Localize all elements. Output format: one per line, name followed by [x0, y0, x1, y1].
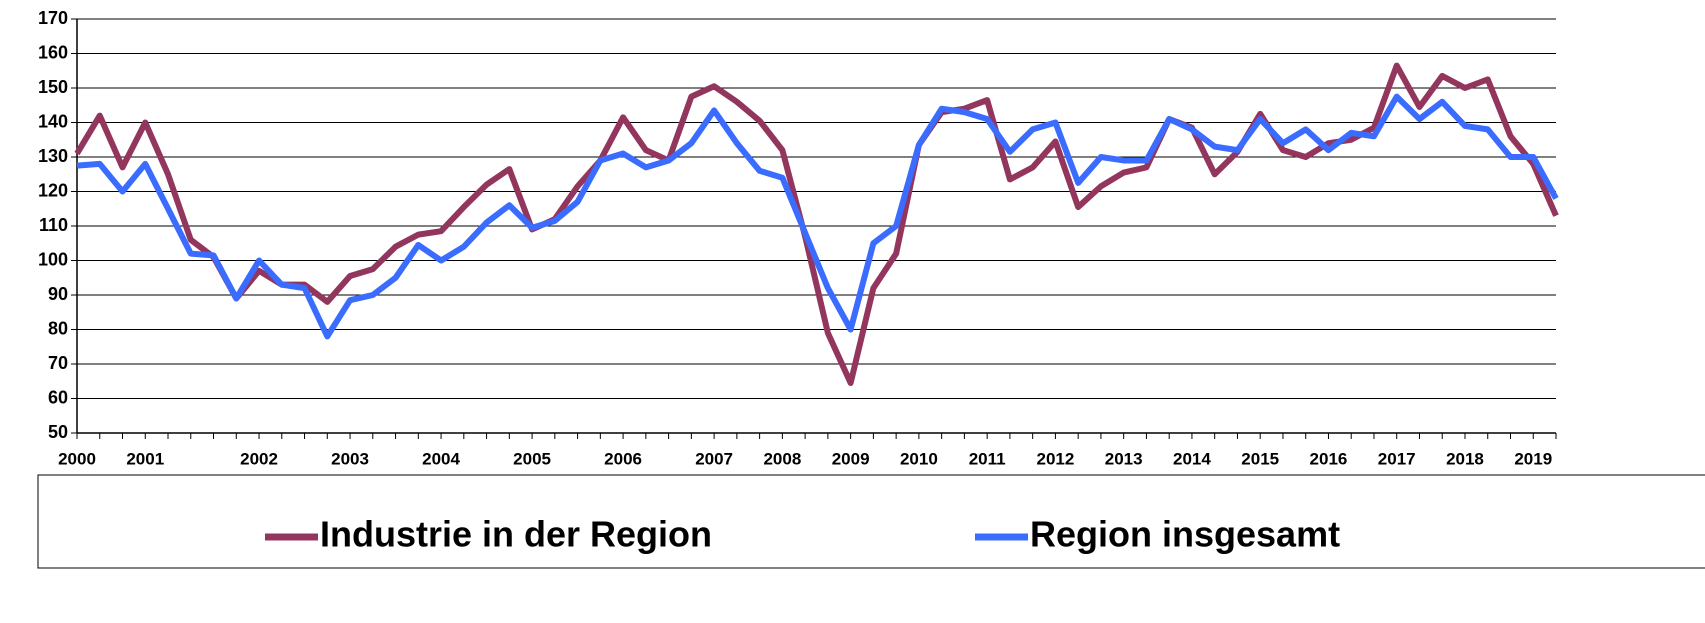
y-tick-label: 110 [39, 215, 68, 235]
x-tick-label: 2018 [1446, 449, 1484, 468]
x-tick-label: 2006 [604, 449, 642, 468]
line-series [76, 93, 1559, 340]
y-tick-label: 170 [38, 8, 68, 28]
legend-label: Industrie in der Region [320, 514, 712, 555]
line-series [74, 62, 1559, 386]
x-tick-label: 2001 [126, 449, 164, 468]
x-tick-label: 2007 [695, 449, 733, 468]
x-tick-label: 2005 [513, 449, 551, 468]
y-tick-label: 120 [38, 180, 68, 200]
y-tick-label: 160 [38, 42, 68, 62]
y-tick-label: 90 [48, 284, 68, 304]
y-tick-label: 100 [38, 249, 68, 269]
y-tick-label: 50 [48, 422, 68, 442]
x-tick-label: 2019 [1514, 449, 1552, 468]
legend-box [37, 474, 1705, 569]
y-tick-label: 140 [38, 111, 68, 131]
y-tick-label: 80 [48, 318, 68, 338]
x-tick-label: 2017 [1378, 449, 1416, 468]
legend-label: Region insgesamt [1030, 514, 1340, 555]
y-tick-label: 60 [48, 387, 68, 407]
x-tick-label: 2010 [900, 449, 938, 468]
x-tick-label: 2000 [58, 449, 96, 468]
x-tick-label: 2002 [240, 449, 278, 468]
x-tick-label: 2013 [1105, 449, 1143, 468]
x-tick-label: 2015 [1241, 449, 1279, 468]
x-tick-label: 2009 [832, 449, 870, 468]
y-tick-label: 150 [38, 77, 68, 97]
x-tick-label: 2011 [969, 449, 1006, 468]
y-tick-label: 130 [38, 146, 68, 166]
x-tick-label: 2008 [763, 449, 801, 468]
x-tick-label: 2003 [331, 449, 369, 468]
x-tick-label: 2004 [422, 449, 460, 468]
y-tick-label: 70 [48, 353, 68, 373]
x-tick-label: 2016 [1310, 449, 1348, 468]
x-tick-label: 2012 [1037, 449, 1075, 468]
x-tick-label: 2014 [1173, 449, 1211, 468]
